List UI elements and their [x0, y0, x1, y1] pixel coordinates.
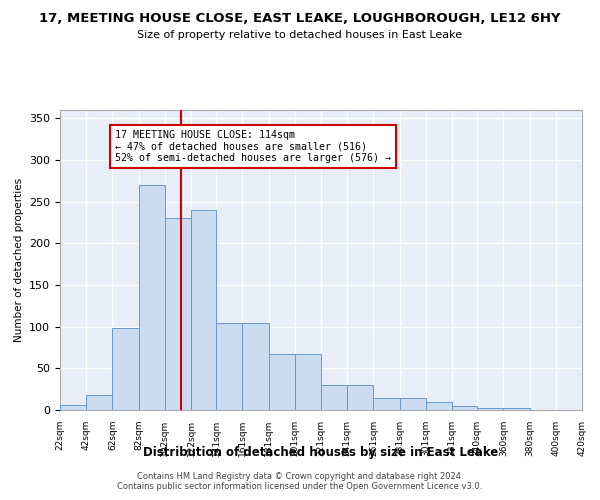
Bar — [216, 324, 242, 410]
Bar — [295, 354, 321, 410]
Bar — [582, 408, 600, 410]
Bar — [86, 395, 112, 410]
Bar — [60, 405, 86, 410]
Text: Distribution of detached houses by size in East Leake: Distribution of detached houses by size … — [143, 446, 499, 459]
Bar — [347, 385, 373, 410]
Text: 17 MEETING HOUSE CLOSE: 114sqm
← 47% of detached houses are smaller (516)
52% of: 17 MEETING HOUSE CLOSE: 114sqm ← 47% of … — [115, 130, 391, 163]
Y-axis label: Number of detached properties: Number of detached properties — [14, 178, 23, 342]
Bar — [139, 185, 165, 410]
Bar — [400, 398, 426, 410]
Text: Contains HM Land Registry data © Crown copyright and database right 2024.: Contains HM Land Registry data © Crown c… — [137, 472, 463, 481]
Bar — [269, 354, 295, 410]
Bar — [321, 385, 347, 410]
Text: Size of property relative to detached houses in East Leake: Size of property relative to detached ho… — [137, 30, 463, 40]
Text: 17, MEETING HOUSE CLOSE, EAST LEAKE, LOUGHBOROUGH, LE12 6HY: 17, MEETING HOUSE CLOSE, EAST LEAKE, LOU… — [39, 12, 561, 26]
Text: Contains public sector information licensed under the Open Government Licence v3: Contains public sector information licen… — [118, 482, 482, 491]
Bar — [242, 324, 269, 410]
Bar — [426, 402, 452, 410]
Bar — [165, 218, 191, 410]
Bar — [112, 328, 139, 410]
Bar — [477, 408, 503, 410]
Bar — [452, 406, 477, 410]
Bar — [373, 398, 400, 410]
Bar — [503, 408, 530, 410]
Bar — [191, 210, 216, 410]
